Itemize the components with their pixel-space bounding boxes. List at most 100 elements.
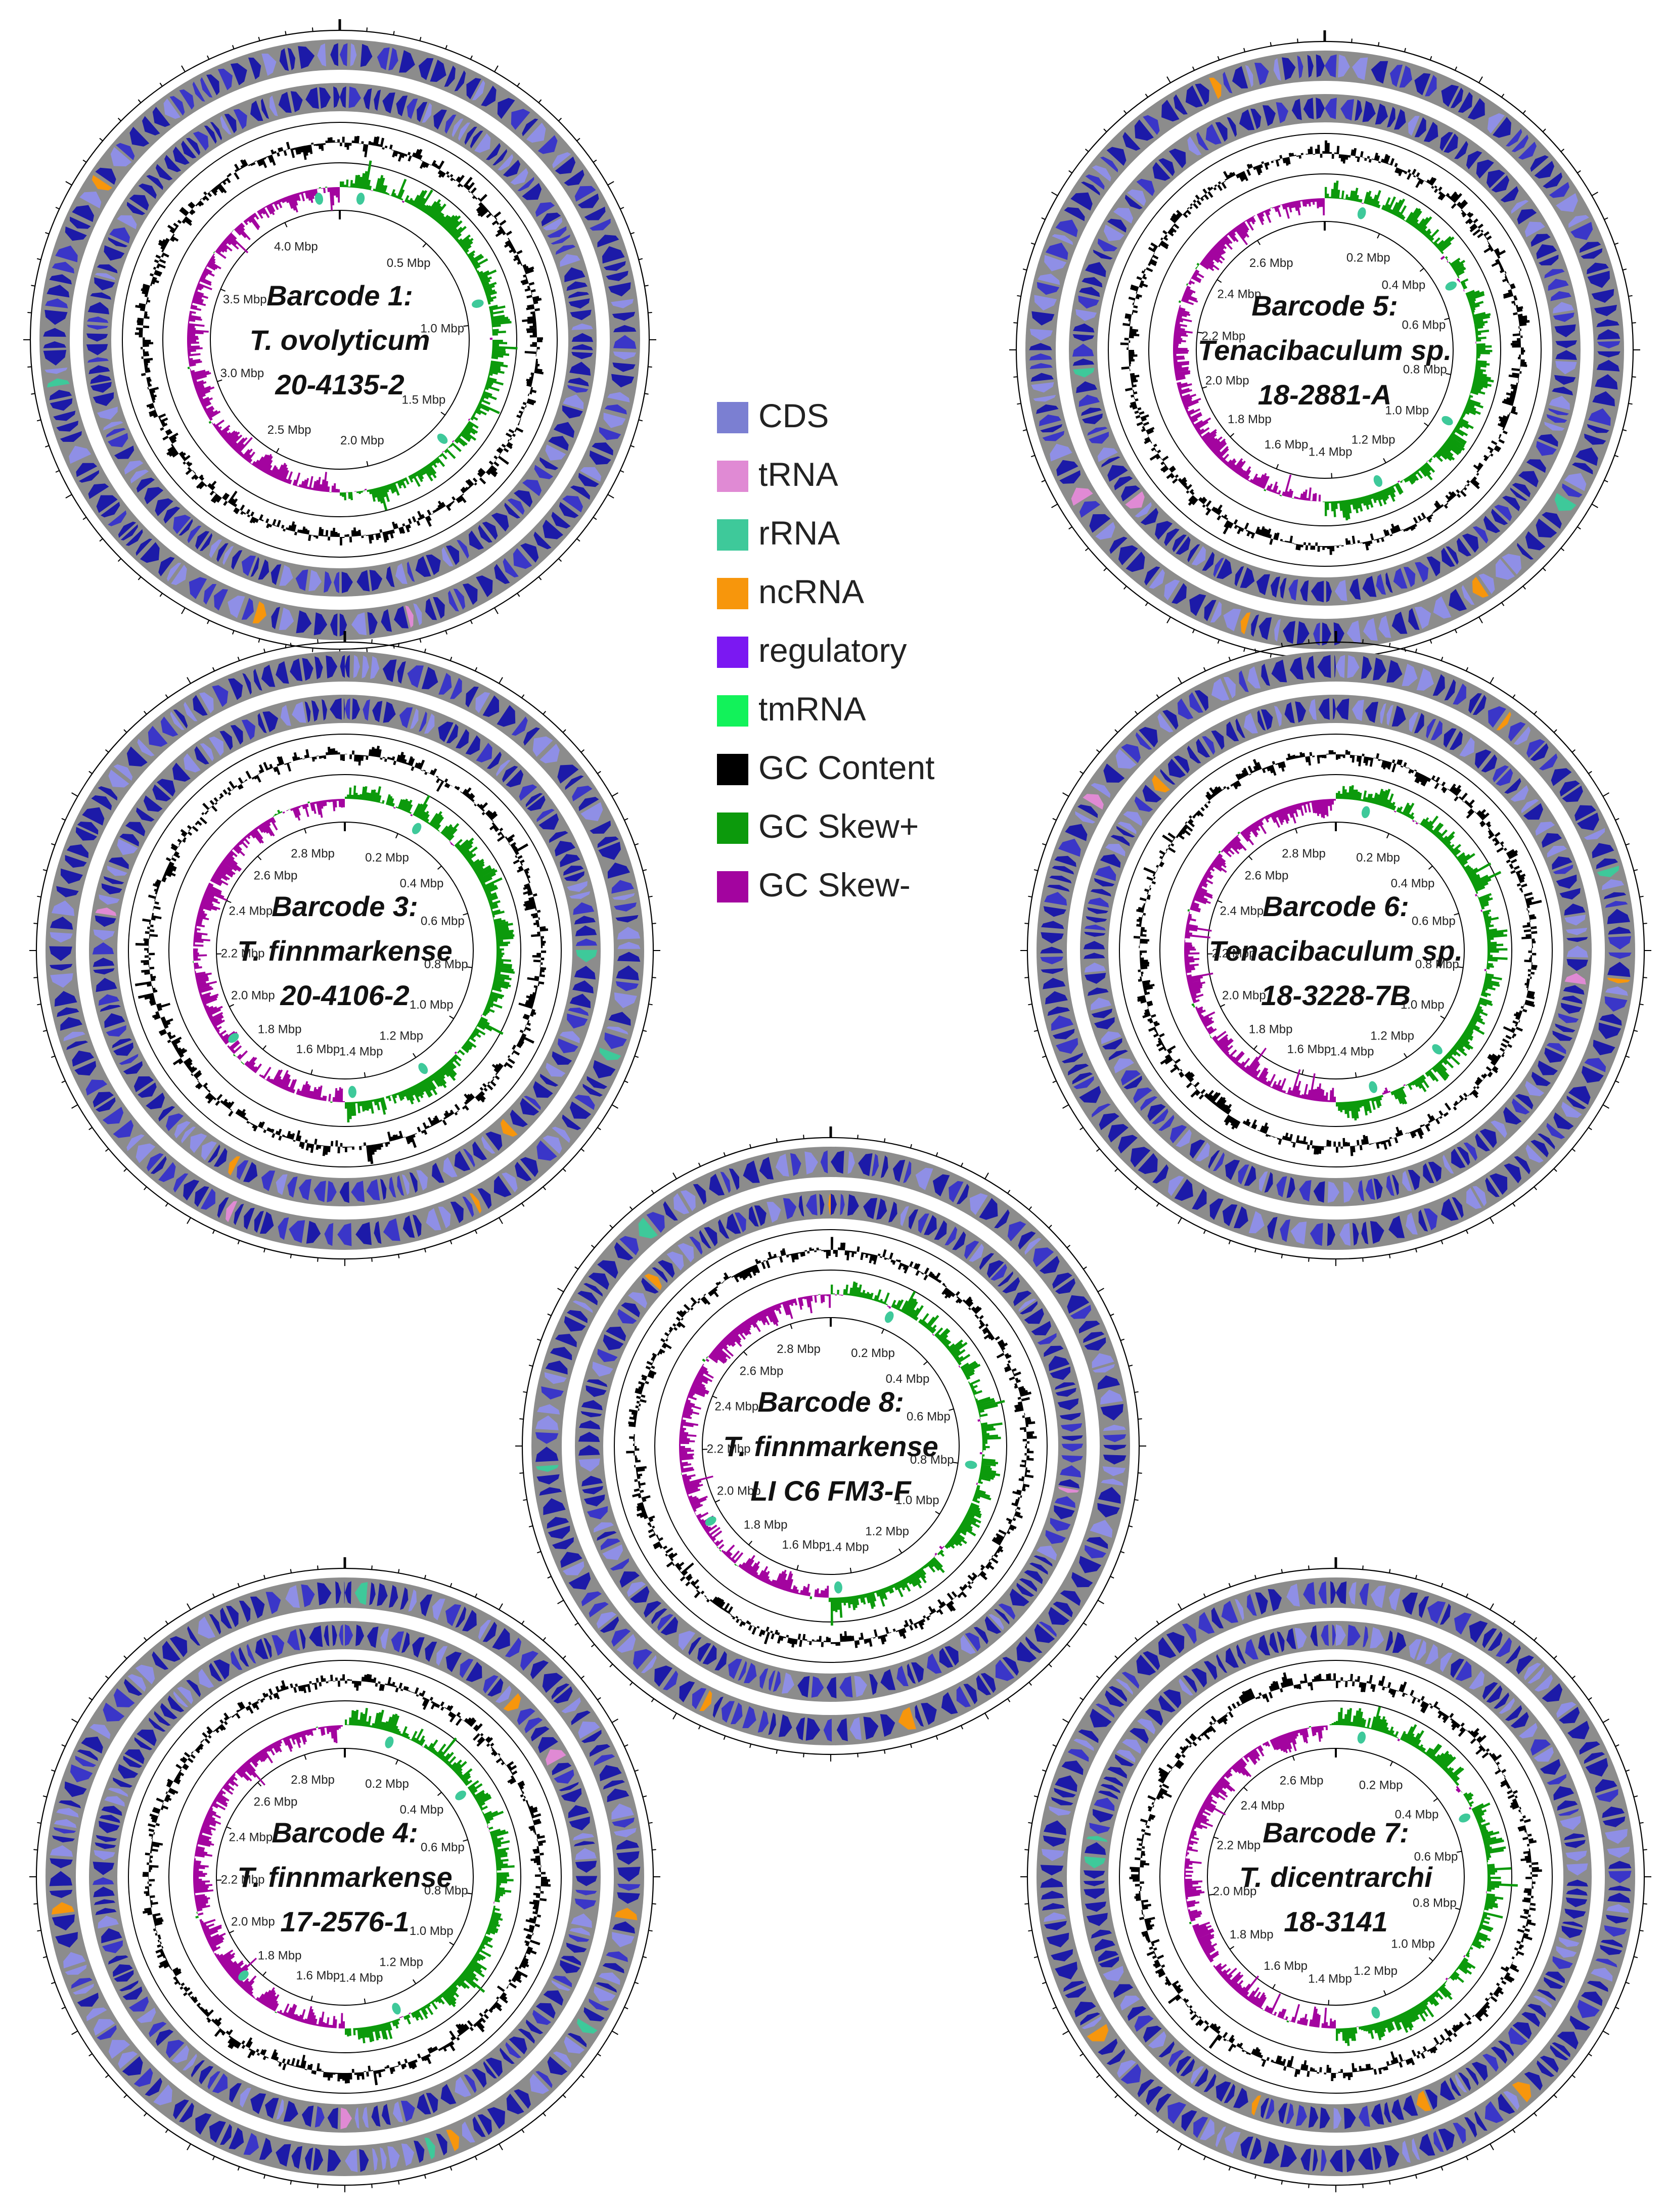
legend-label: CDS [758, 397, 829, 434]
scale-tick-label: 0.2 Mbp [1359, 1779, 1403, 1792]
rrna-marker [1459, 1813, 1471, 1823]
scale-tick-label: 2.4 Mbp [1218, 288, 1262, 301]
legend-item: regulatory [717, 631, 907, 669]
legend-item: GC Skew- [717, 866, 911, 904]
rrna-marker [348, 1086, 356, 1098]
genome-map: 0.2 Mbp 0.4 Mbp 0.6 Mbp 0.8 Mbp 1.0 Mbp 1.2 M… [515, 1126, 1146, 1762]
genome-map: 0.2 Mbp 0.4 Mbp 0.6 Mbp 0.8 Mbp 1.0 Mbp 1.2 M… [1020, 1557, 1651, 2192]
scale-tick-label: 1.5 Mbp [402, 393, 446, 407]
scale-tick-label: 1.2 Mbp [379, 1029, 423, 1043]
scale-tick-label: 1.8 Mbp [1249, 1023, 1293, 1036]
map-title-line: Barcode 1: [266, 280, 413, 311]
scale-tick-label: 1.0 Mbp [1391, 1937, 1435, 1951]
inner-scale: 0.2 Mbp 0.4 Mbp 0.6 Mbp 0.8 Mbp 1.0 Mbp 1.2 M… [1197, 221, 1451, 478]
map-title-line: LI C6 FM3-F [750, 1475, 912, 1507]
legend-label: GC Skew- [758, 866, 911, 904]
genome-map: 0.2 Mbp 0.4 Mbp 0.6 Mbp 0.8 Mbp 1.0 Mbp 1.2 M… [1020, 631, 1651, 1266]
rrna-marker [965, 1461, 977, 1469]
cds-reverse-ring [92, 698, 598, 1203]
map-title-line: 17-2576-1 [280, 1906, 409, 1937]
rrna-marker [238, 1970, 249, 1981]
rrna-marker [392, 2003, 401, 2015]
map-title-line: 18-3228-7B [1261, 979, 1411, 1011]
legend-label: GC Skew+ [758, 807, 919, 845]
cds-reverse-ring [92, 1624, 598, 2130]
outer-scale-ticks [1009, 30, 1640, 665]
scale-tick-label: 2.2 Mbp [221, 1873, 265, 1886]
scale-tick-label: 2.4 Mbp [229, 1830, 273, 1844]
track-border [128, 1660, 562, 2094]
scale-tick-label: 0.6 Mbp [421, 915, 465, 928]
track-border [122, 122, 558, 558]
scale-tick-label: 0.8 Mbp [424, 1884, 468, 1898]
legend-item: GC Content [717, 749, 935, 786]
legend-swatch [717, 519, 748, 551]
outer-scale-ticks [29, 631, 660, 1266]
scale-tick-label: 2.2 Mbp [1217, 1839, 1261, 1853]
map-title-line: 18-2881-A [1258, 379, 1392, 411]
scale-tick-label: 1.4 Mbp [1330, 1045, 1374, 1058]
scale-tick-label: 1.8 Mbp [258, 1023, 302, 1036]
scale-tick-label: 2.0 Mbp [231, 1915, 275, 1928]
map-title: Barcode 6: Tenacibaculum sp. 18-3228-7B [1209, 890, 1463, 1011]
scale-tick-label: 2.6 Mbp [1280, 1774, 1324, 1788]
legend-swatch [717, 578, 748, 609]
legend-item: tmRNA [717, 690, 866, 728]
scale-tick-label: 2.6 Mbp [740, 1365, 784, 1378]
map-title-line: 20-4106-2 [280, 979, 409, 1011]
scale-tick-label: 2.2 Mbp [1212, 946, 1256, 960]
rrna-marker [1357, 207, 1366, 219]
map-title-line: Barcode 3: [272, 890, 418, 922]
scale-tick-label: 2.0 Mbp [1213, 1885, 1257, 1899]
rrna-markers [314, 193, 484, 444]
scale-tick-label: 0.4 Mbp [1395, 1808, 1439, 1822]
genome-map: 0.2 Mbp 0.4 Mbp 0.6 Mbp 0.8 Mbp 1.0 Mbp 1.2 M… [29, 631, 660, 1266]
track-border [1148, 173, 1501, 526]
inner-scale: 0.2 Mbp 0.4 Mbp 0.6 Mbp 0.8 Mbp 1.0 Mbp 1.2 M… [1207, 822, 1463, 1077]
map-title-line: T. finnmarkense [237, 935, 452, 967]
map-title-line: 18-3141 [1284, 1906, 1388, 1937]
scale-tick-label: 1.0 Mbp [895, 1494, 939, 1507]
legend-label: tmRNA [758, 690, 866, 728]
scale-tick-label: 0.2 Mbp [851, 1346, 895, 1360]
rrna-marker [385, 1736, 394, 1748]
scale-tick-label: 0.4 Mbp [400, 877, 444, 890]
legend-item: CDS [717, 397, 829, 434]
scale-tick-label: 1.0 Mbp [1385, 404, 1429, 418]
rrna-marker [884, 1311, 894, 1323]
scale-tick-label: 2.6 Mbp [1245, 869, 1289, 883]
legend-label: tRNA [758, 456, 838, 493]
legend-swatch [717, 754, 748, 785]
scale-tick-label: 1.4 Mbp [1308, 1972, 1352, 1986]
scale-tick-label: 0.2 Mbp [365, 851, 409, 865]
scale-tick-label: 2.4 Mbp [1241, 1799, 1285, 1813]
scale-tick-label: 1.0 Mbp [420, 322, 464, 336]
rrna-marker [1361, 806, 1370, 819]
scale-tick-label: 0.8 Mbp [1415, 958, 1459, 971]
outer-scale-ticks [29, 1557, 660, 2192]
scale-tick-label: 0.5 Mbp [387, 256, 431, 270]
cds-forward-ring [1040, 655, 1632, 1246]
scale-tick-label: 2.6 Mbp [254, 869, 298, 883]
map-title-line: Barcode 7: [1263, 1817, 1409, 1848]
rrna-markers [1361, 806, 1443, 1093]
genome-map: 0.2 Mbp 0.4 Mbp 0.6 Mbp 0.8 Mbp 1.0 Mbp 1.2 M… [1009, 30, 1640, 665]
scale-tick-label: 1.6 Mbp [782, 1538, 826, 1552]
inner-scale: 0.2 Mbp 0.4 Mbp 0.6 Mbp 0.8 Mbp 1.0 Mbp 1.2 M… [216, 1748, 472, 2004]
scale-tick-label: 1.8 Mbp [744, 1518, 788, 1532]
scale-tick-label: 1.6 Mbp [296, 1043, 340, 1056]
scale-tick-label: 0.2 Mbp [365, 1777, 409, 1791]
legend-label: regulatory [758, 631, 907, 669]
scale-tick-label: 2.0 Mbp [1222, 988, 1266, 1002]
scale-tick-label: 2.6 Mbp [254, 1795, 298, 1809]
rrna-markers [1357, 207, 1457, 487]
rrna-marker [314, 193, 324, 205]
scale-tick-label: 0.2 Mbp [1356, 851, 1400, 865]
outer-scale-ticks [1020, 631, 1651, 1266]
legend-swatch [717, 402, 748, 433]
map-title: Barcode 4: T. finnmarkense 17-2576-1 [237, 1817, 452, 1937]
rrna-marker [1369, 1081, 1378, 1093]
scale-tick-label: 1.4 Mbp [339, 1045, 383, 1058]
track-border [1159, 774, 1512, 1127]
scale-tick-label: 2.8 Mbp [291, 1773, 335, 1787]
